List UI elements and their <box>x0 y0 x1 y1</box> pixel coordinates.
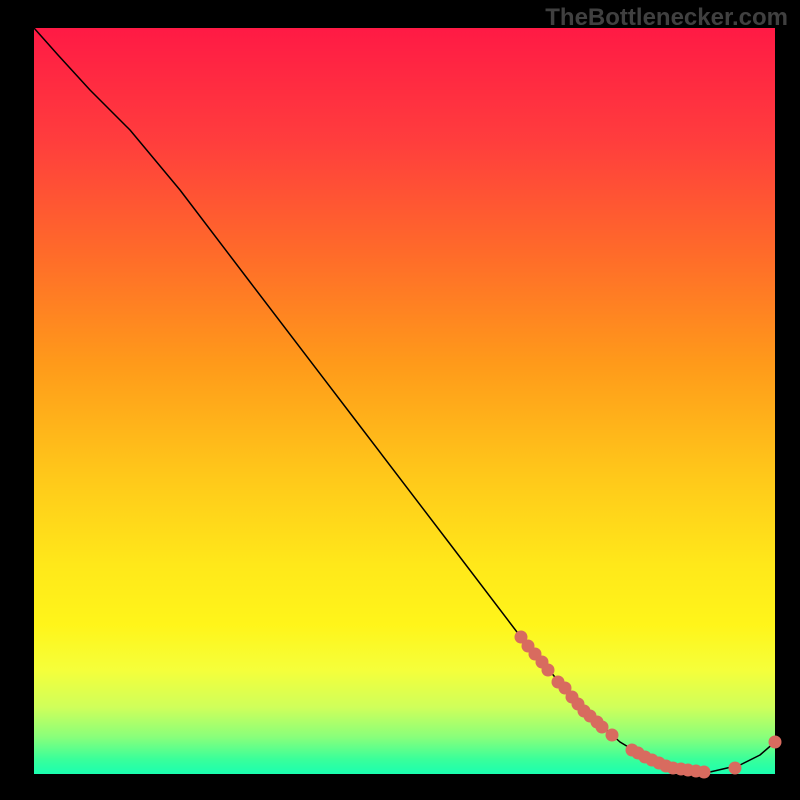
data-point <box>729 762 742 775</box>
data-point <box>606 729 619 742</box>
data-point <box>698 766 711 779</box>
data-point <box>542 664 555 677</box>
bottleneck-chart: TheBottlenecker.com <box>0 0 800 800</box>
chart-svg <box>0 0 800 800</box>
watermark-text: TheBottlenecker.com <box>545 4 788 32</box>
plot-background <box>34 28 775 774</box>
data-point <box>769 736 782 749</box>
